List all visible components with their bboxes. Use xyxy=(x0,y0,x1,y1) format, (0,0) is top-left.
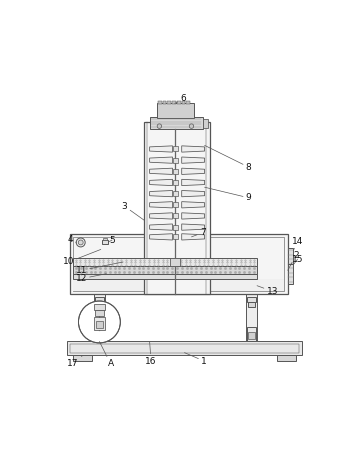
Circle shape xyxy=(76,238,85,247)
Polygon shape xyxy=(182,146,204,152)
Text: 2: 2 xyxy=(288,251,299,270)
Polygon shape xyxy=(150,180,172,185)
Polygon shape xyxy=(182,191,204,197)
Text: 4: 4 xyxy=(67,235,76,244)
Bar xyxy=(173,224,178,229)
Bar xyxy=(288,248,293,284)
Bar xyxy=(102,240,108,244)
Bar xyxy=(173,191,178,196)
Polygon shape xyxy=(150,224,172,230)
Text: 13: 13 xyxy=(257,286,278,296)
Bar xyxy=(177,101,181,104)
Text: 15: 15 xyxy=(292,255,303,265)
Bar xyxy=(94,305,105,310)
Bar xyxy=(103,238,108,240)
Circle shape xyxy=(78,240,83,245)
Text: 9: 9 xyxy=(204,187,252,202)
Bar xyxy=(173,202,178,207)
Text: 3: 3 xyxy=(122,202,144,220)
Bar xyxy=(172,101,176,104)
Circle shape xyxy=(78,301,120,343)
Bar xyxy=(96,302,103,307)
Bar xyxy=(96,322,103,327)
Polygon shape xyxy=(150,191,172,197)
Text: 12: 12 xyxy=(76,274,107,283)
Bar xyxy=(173,213,178,218)
Bar xyxy=(94,317,105,330)
Bar xyxy=(73,258,257,266)
Bar xyxy=(67,342,302,355)
Circle shape xyxy=(157,124,162,128)
Text: 5: 5 xyxy=(108,236,115,245)
Bar xyxy=(246,294,257,342)
Text: 14: 14 xyxy=(292,236,303,251)
Bar xyxy=(167,101,171,104)
Bar xyxy=(203,119,208,128)
Bar xyxy=(96,333,103,339)
Text: 10: 10 xyxy=(63,250,101,267)
Text: 17: 17 xyxy=(67,355,83,368)
Bar xyxy=(73,279,284,291)
Polygon shape xyxy=(182,157,204,164)
Bar xyxy=(70,344,299,353)
Bar xyxy=(95,327,104,342)
Bar xyxy=(276,355,296,361)
Bar xyxy=(157,103,194,118)
Bar xyxy=(186,101,190,104)
Polygon shape xyxy=(182,213,204,219)
Bar xyxy=(173,169,178,174)
Bar xyxy=(163,101,166,104)
Text: 1: 1 xyxy=(185,353,207,365)
Text: A: A xyxy=(99,342,114,368)
Bar xyxy=(173,180,178,185)
Bar xyxy=(173,147,178,152)
Polygon shape xyxy=(182,234,204,240)
Bar xyxy=(248,302,255,307)
Bar xyxy=(73,237,284,291)
Bar xyxy=(73,274,257,279)
Polygon shape xyxy=(182,224,204,230)
Bar xyxy=(73,266,257,274)
Bar xyxy=(144,122,210,294)
Text: 6: 6 xyxy=(175,94,186,104)
Bar xyxy=(248,333,255,339)
Polygon shape xyxy=(150,157,172,164)
Bar xyxy=(173,158,178,163)
Text: 8: 8 xyxy=(204,145,252,172)
Bar xyxy=(94,294,105,342)
Bar xyxy=(173,234,178,240)
Bar xyxy=(73,355,93,361)
Polygon shape xyxy=(182,168,204,174)
Circle shape xyxy=(189,124,194,128)
Polygon shape xyxy=(150,213,172,219)
Polygon shape xyxy=(150,202,172,208)
Bar xyxy=(95,297,104,302)
Bar xyxy=(170,258,180,266)
Text: 7: 7 xyxy=(192,228,206,237)
Bar xyxy=(182,101,185,104)
Polygon shape xyxy=(182,202,204,208)
Bar xyxy=(70,234,288,294)
Bar xyxy=(95,310,104,316)
Polygon shape xyxy=(150,234,172,240)
Polygon shape xyxy=(150,146,172,152)
Polygon shape xyxy=(150,168,172,174)
Bar xyxy=(158,101,162,104)
Bar xyxy=(247,327,256,342)
Bar xyxy=(150,117,203,130)
Polygon shape xyxy=(182,180,204,185)
Text: 11: 11 xyxy=(76,262,123,275)
Text: 16: 16 xyxy=(145,342,157,365)
Bar xyxy=(247,297,256,302)
